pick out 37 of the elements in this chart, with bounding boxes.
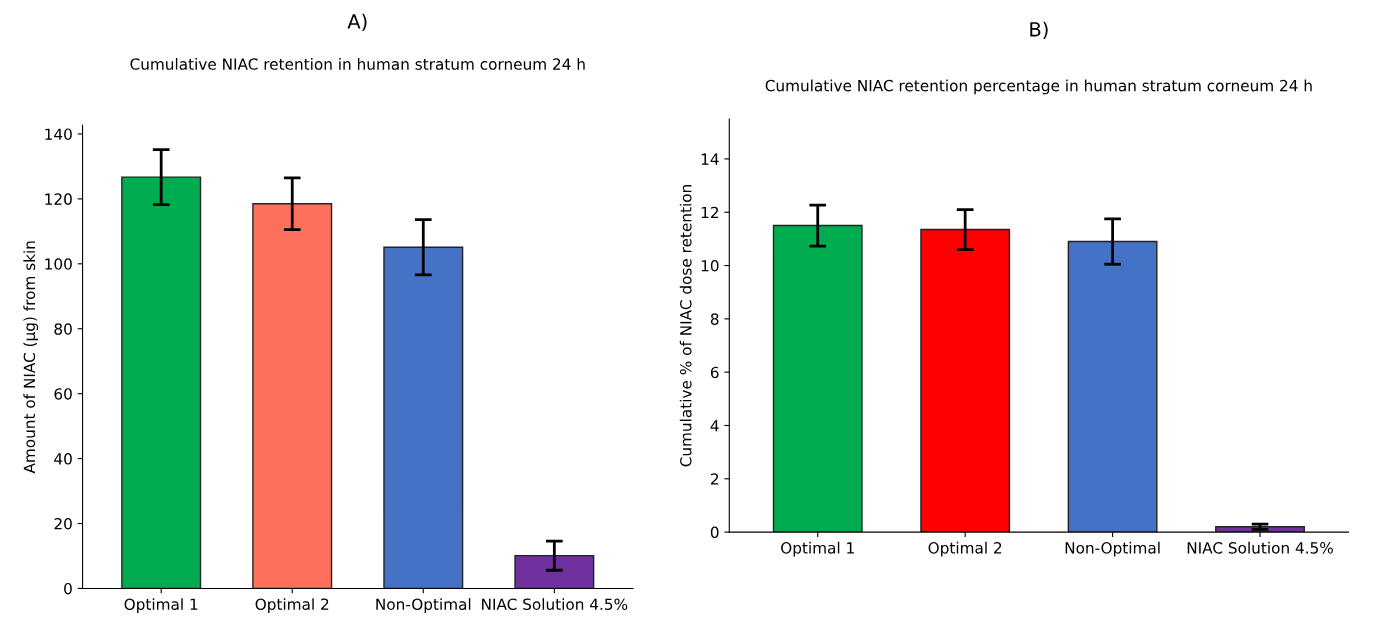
bar xyxy=(1067,240,1158,533)
x-tick-label: Optimal 2 xyxy=(255,598,329,613)
y-tick-label: 80 xyxy=(54,323,72,335)
x-tick-label: Non-Optimal xyxy=(1065,541,1160,557)
y-tick-label: 20 xyxy=(54,517,72,530)
bar xyxy=(121,176,202,589)
y-tick-label: 120 xyxy=(45,193,72,205)
y-tick-label: 4 xyxy=(710,420,719,432)
y-axis-title: Amount of NIAC (µg) from skin xyxy=(23,241,39,474)
x-tick-label: Non-Optimal xyxy=(376,598,471,613)
y-tick-label: 14 xyxy=(701,153,719,165)
bar xyxy=(920,228,1011,533)
x-tick-label: Optimal 2 xyxy=(928,541,1002,557)
chart-title: A) xyxy=(347,13,367,32)
bar xyxy=(252,203,333,589)
chart-subtitle: Cumulative NIAC retention in human stratum corneum 24 h xyxy=(130,58,585,70)
y-tick-label: 40 xyxy=(54,453,72,465)
y-tick-label: 8 xyxy=(710,313,719,325)
x-tick-label: Optimal 1 xyxy=(781,541,854,557)
y-tick-label: 2 xyxy=(710,473,719,485)
chart-title: B) xyxy=(1030,21,1048,39)
x-tick-label: Optimal 1 xyxy=(124,598,198,613)
y-tick-label: 12 xyxy=(701,206,719,219)
y-axis-title: Cumulative % of NIAC dose retention xyxy=(679,185,692,467)
bar xyxy=(772,224,863,533)
bar xyxy=(383,246,464,589)
y-tick-label: 0 xyxy=(710,526,719,539)
y-tick-label: 60 xyxy=(54,388,72,400)
y-tick-label: 0 xyxy=(64,582,72,595)
y-tick-label: 6 xyxy=(710,366,719,379)
x-tick-label: NIAC Solution 4.5% xyxy=(482,598,628,610)
bar xyxy=(514,554,595,589)
x-tick-label: NIAC Solution 4.5% xyxy=(1187,541,1333,554)
chart-subtitle: Cumulative NIAC retention percentage in human stratum corneum 24 h xyxy=(765,79,1312,95)
y-tick-label: 100 xyxy=(45,258,72,270)
y-tick-label: 140 xyxy=(45,128,72,140)
y-tick-label: 10 xyxy=(701,260,719,272)
